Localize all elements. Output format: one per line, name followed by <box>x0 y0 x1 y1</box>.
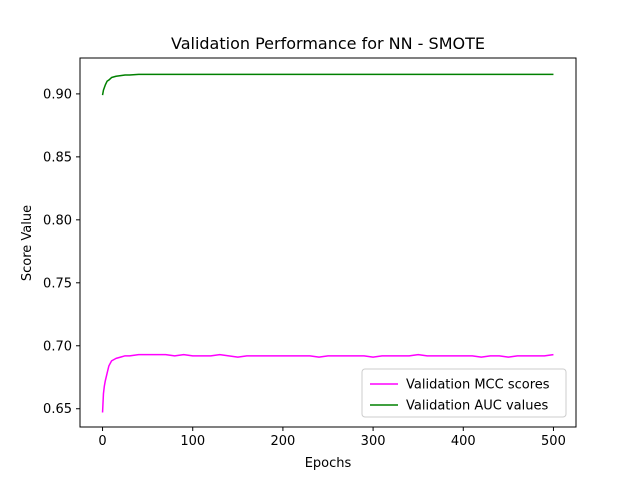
legend: Validation MCC scores Validation AUC valu… <box>361 368 567 418</box>
y-tick-label: 0.65 <box>43 402 72 417</box>
x-tick-label: 400 <box>451 434 476 449</box>
series-line-auc <box>101 73 554 96</box>
chart-title: Validation Performance for NN - SMOTE <box>171 34 485 53</box>
y-axis: 0.65 0.70 0.75 0.80 0.85 0.90 <box>43 87 80 417</box>
x-tick-label: 300 <box>361 434 386 449</box>
x-tick-label: 200 <box>270 434 295 449</box>
y-tick-label: 0.75 <box>43 276 72 291</box>
x-tick-label: 100 <box>180 434 205 449</box>
x-tick-label: 0 <box>98 434 106 449</box>
series-line-mcc <box>101 353 554 413</box>
y-axis-label: Score Value <box>20 205 35 281</box>
plot-area <box>79 57 577 428</box>
legend-label: Validation MCC scores <box>406 378 550 393</box>
plot-frame <box>79 57 577 428</box>
legend-label: Validation AUC values <box>406 399 548 414</box>
y-tick-label: 0.80 <box>43 213 72 228</box>
y-tick-label: 0.85 <box>43 150 72 165</box>
x-axis-label: Epochs <box>305 456 352 471</box>
y-tick-label: 0.90 <box>43 87 72 102</box>
legend-box <box>361 368 567 418</box>
x-axis: 0 100 200 300 400 500 <box>98 427 566 449</box>
y-tick-label: 0.70 <box>43 339 72 354</box>
x-tick-label: 500 <box>541 434 566 449</box>
